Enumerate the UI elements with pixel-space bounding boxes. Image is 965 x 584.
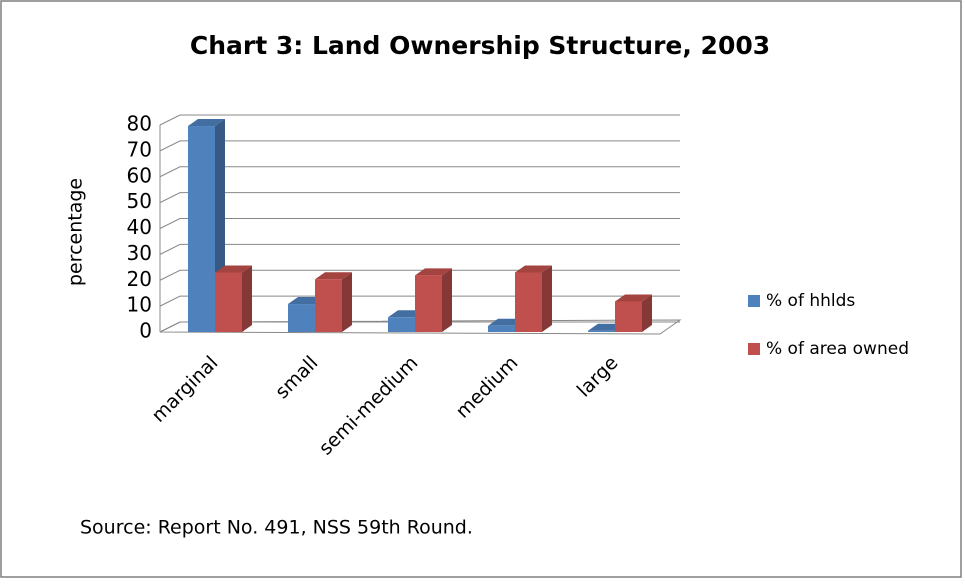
bar <box>588 330 615 332</box>
y-tick-label: 30 <box>127 241 152 265</box>
bar-top <box>615 294 652 302</box>
bar <box>515 272 542 332</box>
bar-side <box>642 294 652 332</box>
bar <box>488 325 515 332</box>
grid-line <box>159 114 680 126</box>
legend-swatch <box>748 295 760 307</box>
bar <box>188 126 215 332</box>
bar-top <box>515 265 552 273</box>
grid-line <box>159 166 680 178</box>
grid-line <box>159 218 680 229</box>
bar <box>288 304 315 332</box>
y-tick-label: 10 <box>127 293 152 317</box>
legend-swatch <box>748 343 760 355</box>
grid-line <box>159 192 680 204</box>
y-tick-label: 40 <box>127 215 152 239</box>
bar-side <box>242 265 252 332</box>
grid-line <box>159 269 680 281</box>
bar-side <box>342 272 352 332</box>
y-tick-label: 0 <box>139 319 152 343</box>
y-tick-label: 20 <box>127 267 152 291</box>
bar-side <box>542 265 552 332</box>
bar <box>315 279 342 332</box>
bar-top <box>415 268 452 276</box>
y-tick-label: 80 <box>127 112 152 136</box>
grid-line <box>159 140 680 152</box>
bar <box>215 272 242 332</box>
bar <box>415 275 442 332</box>
y-tick-label: 70 <box>127 137 152 161</box>
y-tick-label: 50 <box>127 189 152 213</box>
legend-label: % of hhlds <box>766 291 855 311</box>
bar <box>615 301 642 332</box>
y-axis-title: percentage <box>65 178 87 286</box>
bar-side <box>442 268 452 332</box>
bar-top <box>215 265 252 273</box>
bar <box>388 317 415 332</box>
bar-top <box>315 272 352 280</box>
grid-line <box>159 243 680 255</box>
grid-line <box>159 295 680 307</box>
bar-top <box>188 119 225 127</box>
source-note: Source: Report No. 491, NSS 59th Round. <box>80 517 473 539</box>
chart-title: Chart 3: Land Ownership Structure, 2003 <box>190 31 770 60</box>
y-tick-label: 60 <box>127 163 152 187</box>
legend-label: % of area owned <box>766 339 909 359</box>
